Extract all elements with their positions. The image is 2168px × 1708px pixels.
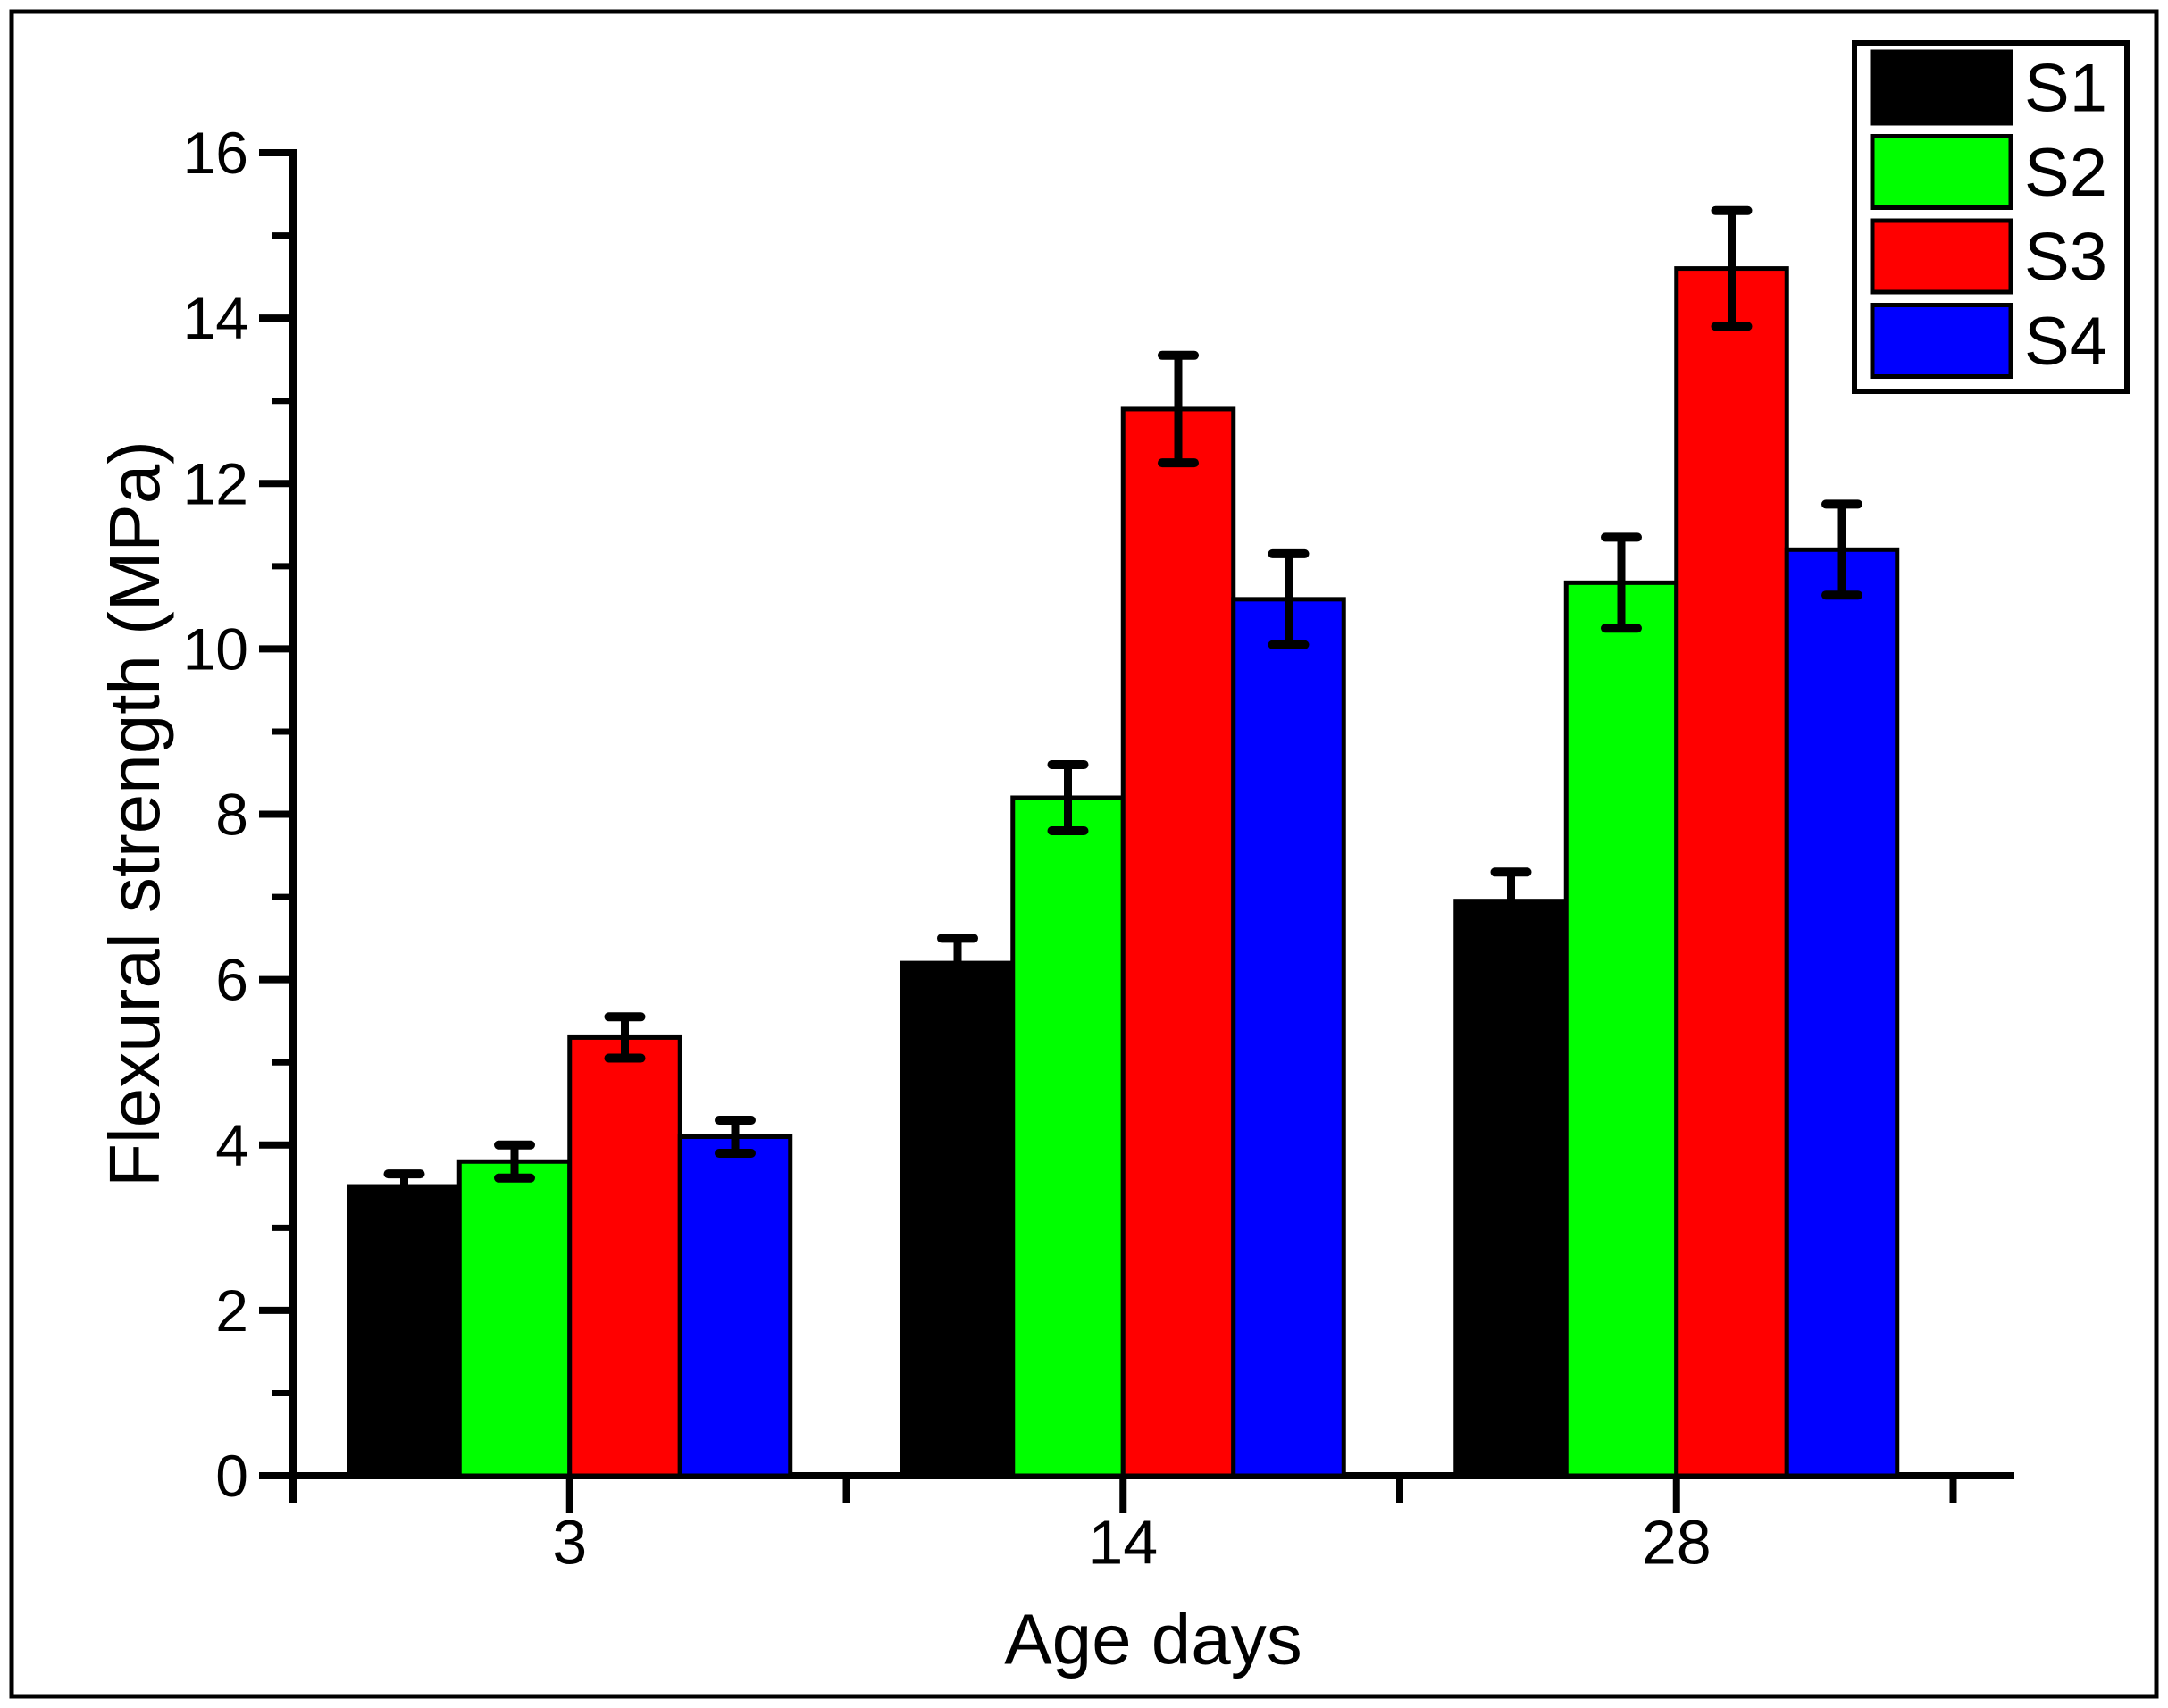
x-axis-title: Age days [1004,1600,1302,1679]
plot-layer: 0 2 4 6 8 10 12 14 16 3 14 28 S1 S2 S3 S4 [9,9,2159,1699]
bar-S3-age14 [1120,406,1236,1478]
x-tick-label: 14 [1088,1507,1158,1577]
y-tick-label: 16 [183,120,248,186]
y-tick-label: 12 [183,450,248,516]
y-tick-label: 4 [215,1112,248,1178]
y-tick-label: 6 [215,947,248,1013]
bar-S1-age14 [900,960,1016,1478]
bar-S2-age3 [456,1159,573,1478]
figure-border [9,9,2159,1699]
bar-S2-age28 [1563,580,1679,1478]
legend-label-S1: S1 [2024,51,2107,127]
bar-S3-age3 [567,1034,682,1478]
bar-S3-age28 [1674,266,1789,1478]
bar-S4-age14 [1231,597,1346,1478]
y-tick-label: 0 [215,1443,248,1509]
bar-S2-age14 [1010,795,1126,1478]
bar-S1-age3 [347,1184,462,1478]
legend-swatch-S4 [1870,303,2013,379]
bar-S1-age28 [1453,899,1569,1478]
legend-swatch-S2 [1870,134,2013,210]
y-axis-title: Flexural strength (MPa) [95,440,174,1187]
y-tick-label: 2 [215,1277,248,1344]
legend-swatch-S1 [1870,49,2013,126]
legend-label-S3: S3 [2024,220,2107,296]
legend-label-S2: S2 [2024,135,2107,211]
y-tick-label: 10 [183,615,248,682]
legend-label-S4: S4 [2024,304,2107,380]
y-tick-label: 14 [183,285,248,351]
x-tick-label: 3 [552,1507,587,1577]
bar-S4-age28 [1784,547,1900,1478]
legend-swatch-S3 [1870,218,2013,295]
y-tick-label: 8 [215,782,248,848]
bar-S4-age3 [677,1134,793,1478]
x-tick-label: 28 [1642,1507,1712,1577]
